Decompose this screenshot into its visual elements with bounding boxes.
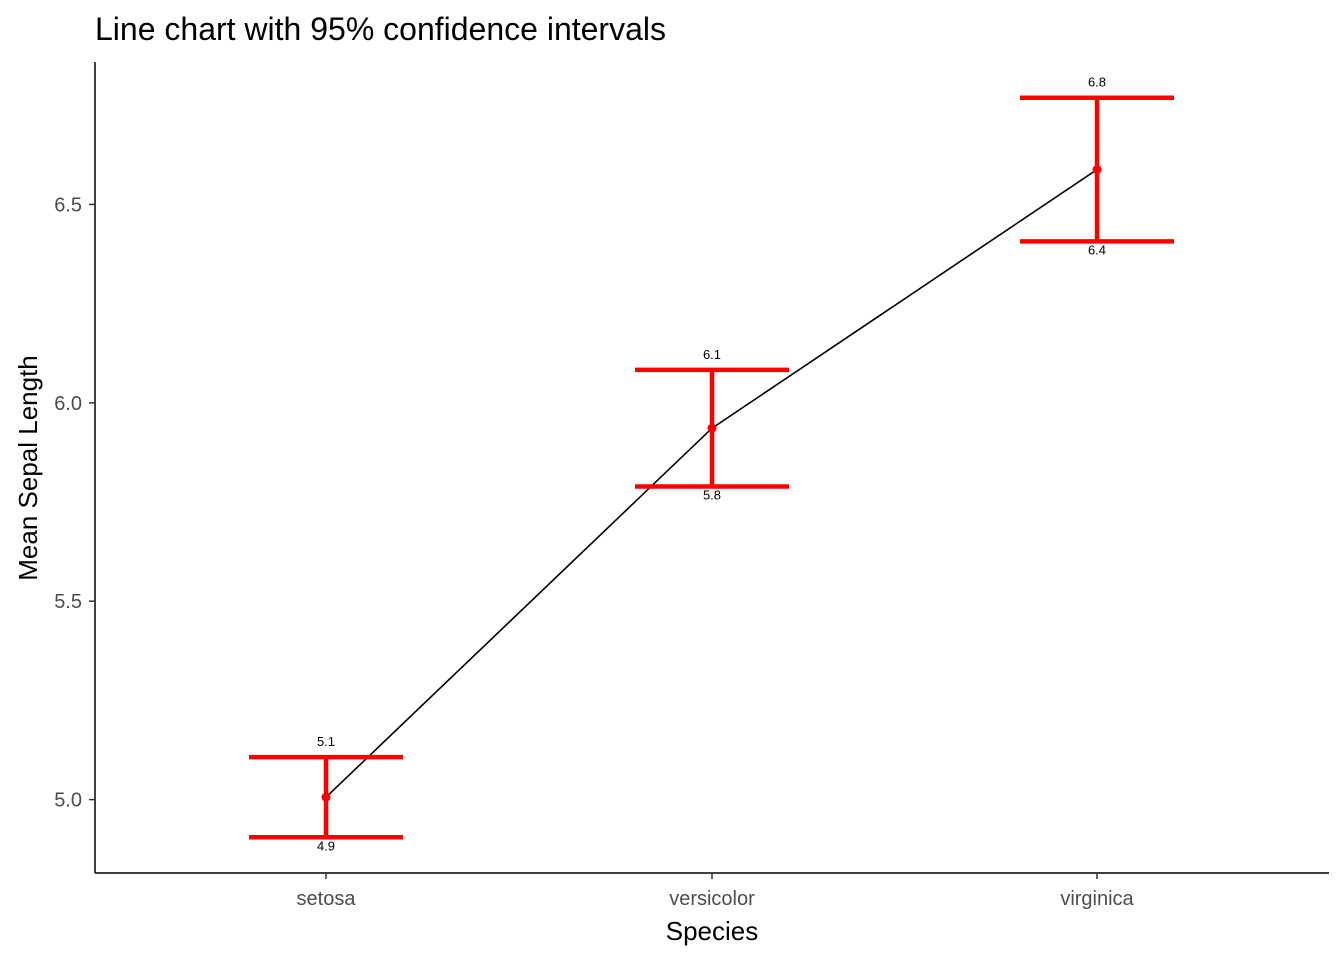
ci-lower-label: 4.9 <box>317 838 335 853</box>
x-tick-label: setosa <box>297 888 357 910</box>
x-ticks: setosa versicolor virginica <box>297 873 1135 910</box>
ci-upper-label: 6.1 <box>703 347 721 362</box>
y-axis-title: Mean Sepal Length <box>13 355 43 581</box>
ci-upper-label: 6.8 <box>1088 75 1106 90</box>
data-point <box>1092 165 1102 175</box>
y-tick-label: 6.5 <box>54 194 82 216</box>
x-tick-label: versicolor <box>669 888 755 910</box>
ci-lower-label: 5.8 <box>703 488 721 503</box>
chart-title: Line chart with 95% confidence intervals <box>95 11 666 47</box>
points <box>321 165 1102 802</box>
ci-lower-label: 6.4 <box>1088 242 1106 257</box>
y-ticks: 5.0 5.5 6.0 6.5 <box>54 194 95 812</box>
x-axis-title: Species <box>666 916 759 946</box>
y-tick-label: 5.0 <box>54 790 82 812</box>
ci-upper-label: 5.1 <box>317 734 335 749</box>
errorbars <box>249 95 1174 840</box>
x-tick-label: virginica <box>1060 888 1134 910</box>
data-point <box>321 792 331 802</box>
ci-labels: 5.1 4.9 6.1 5.8 6.8 6.4 <box>317 75 1106 854</box>
data-point <box>707 423 717 433</box>
y-tick-label: 6.0 <box>54 393 82 415</box>
y-tick-label: 5.5 <box>54 591 82 613</box>
